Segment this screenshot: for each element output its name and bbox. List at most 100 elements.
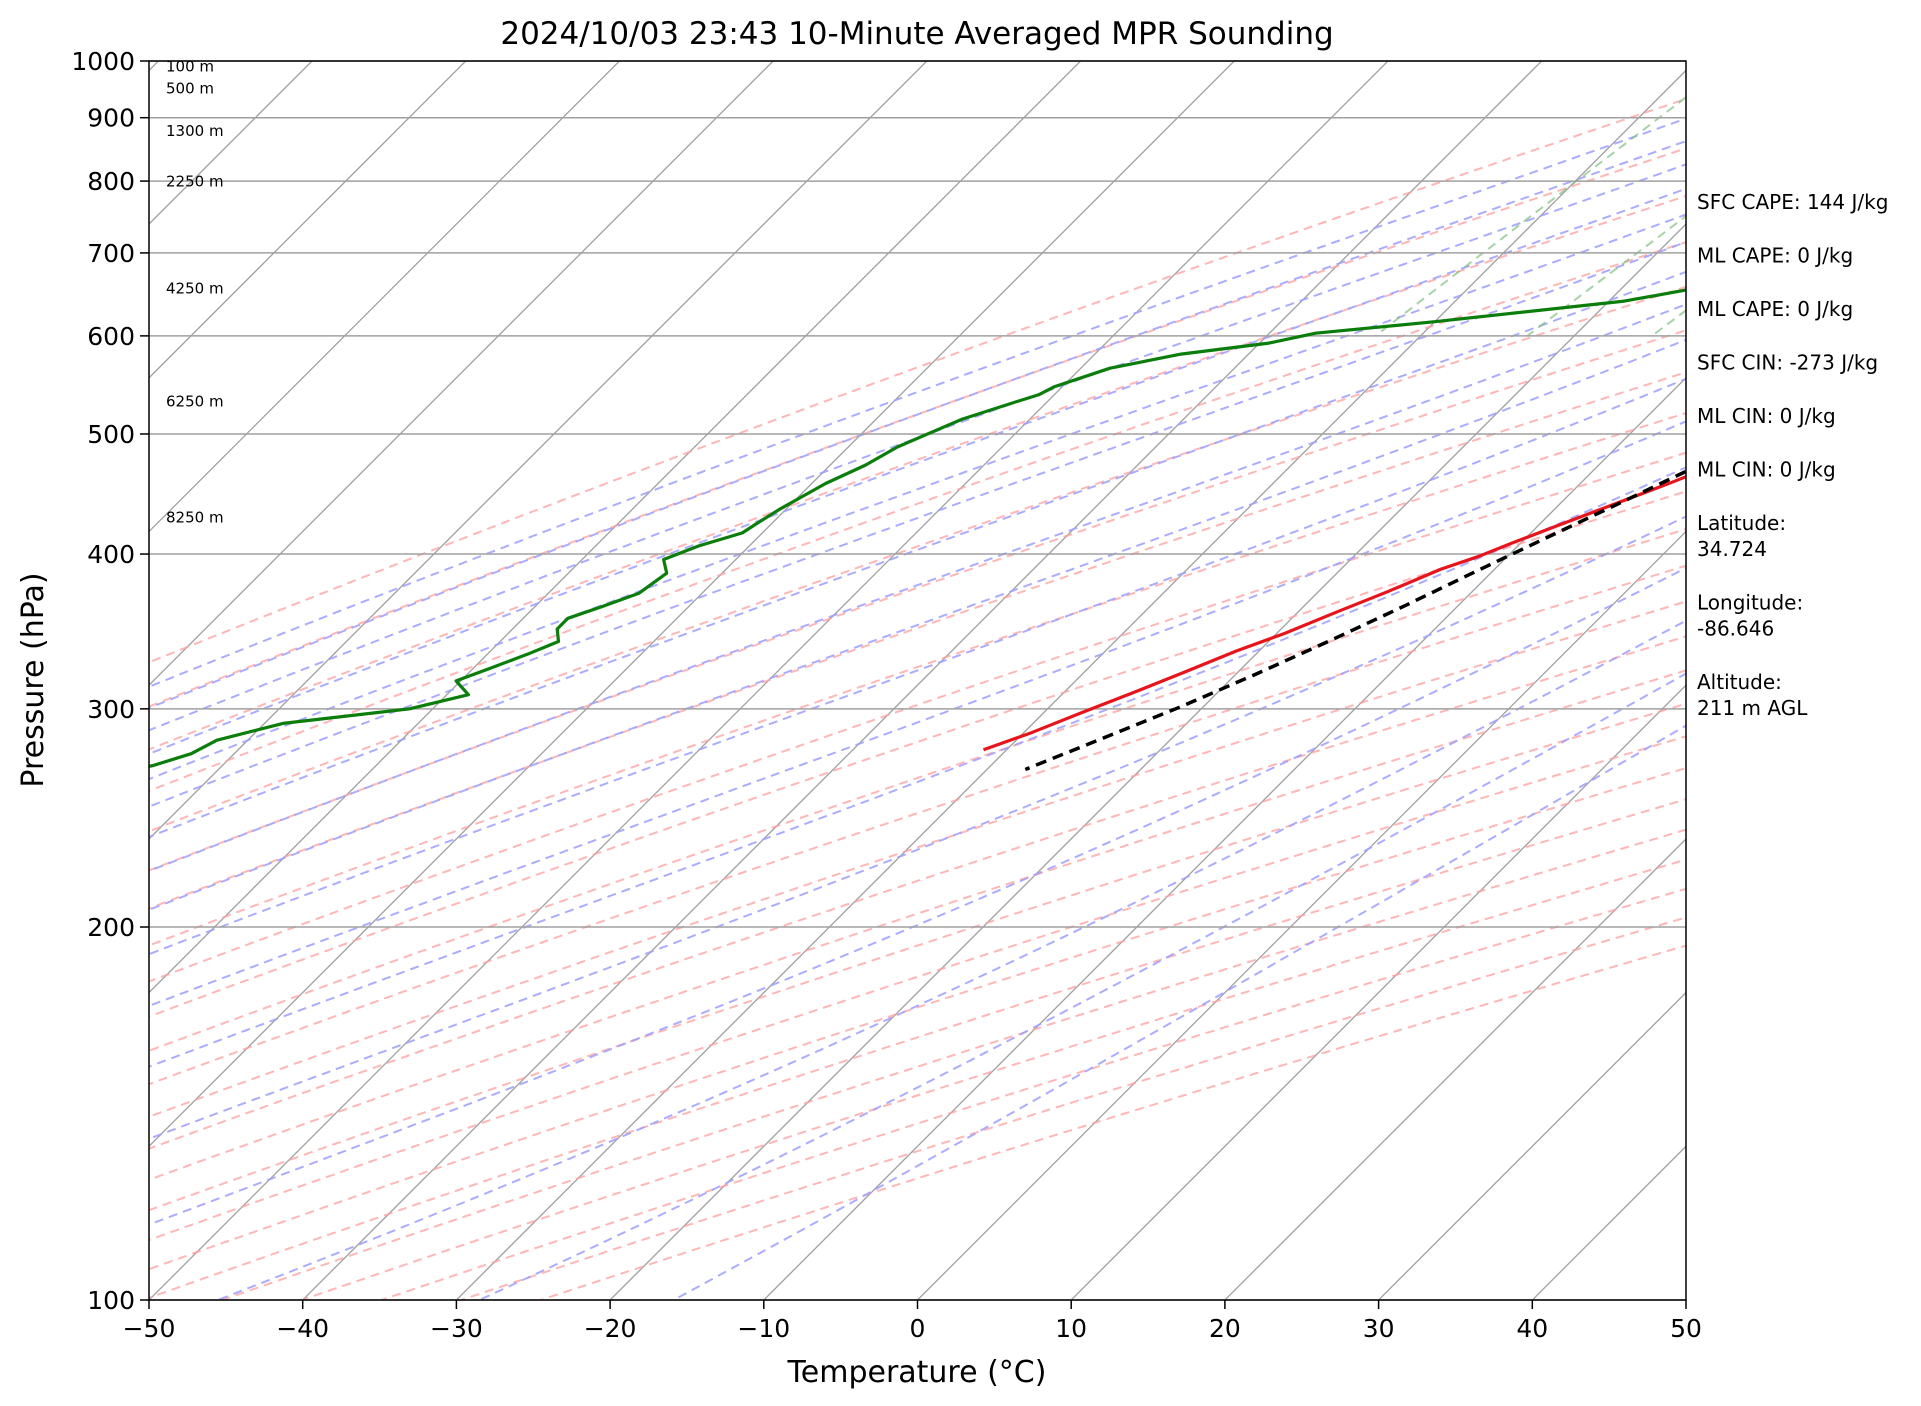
isotherm-line	[916, 530, 1686, 1300]
dry-adiabat-line	[149, 451, 1686, 983]
moist-adiabat-line	[149, 303, 1686, 873]
moist-adiabat-line	[149, 140, 1686, 710]
parcel-line	[1024, 469, 1686, 772]
height-labels: 100 m 500 m 1300 m 2250 m 4250 m 6250 m 8250 m	[166, 58, 224, 527]
y-tick-label: 100	[87, 1286, 135, 1315]
x-tick-label: −10	[737, 1314, 790, 1343]
y-tick-label: 700	[87, 239, 135, 268]
dry-adiabat-line	[149, 527, 1686, 1052]
y-axis-label: Pressure (hPa)	[16, 572, 51, 787]
moist-adiabat-line	[149, 187, 1686, 755]
isotherm-line	[1377, 991, 1686, 1300]
moist-adiabat-line	[149, 270, 1686, 839]
isotherm-line	[301, 61, 1543, 1300]
dry-adiabat-line	[380, 887, 1686, 1300]
y-tick-label: 300	[87, 695, 135, 724]
isotherm-line	[609, 223, 1686, 1300]
y-tick-label: 200	[87, 913, 135, 942]
info-panel-line: ML CAPE: 0 J/kg	[1697, 297, 1853, 321]
info-panel-line: ML CIN: 0 J/kg	[1697, 458, 1836, 482]
dry-adiabat-line	[149, 97, 1686, 664]
height-label: 1300 m	[166, 122, 224, 140]
info-panel-line: 34.724	[1697, 537, 1767, 561]
moist-adiabat-line	[149, 163, 1686, 732]
dry-adiabat-line	[149, 635, 1686, 1150]
isotherm-line	[455, 69, 1686, 1300]
moist-adiabat-line	[149, 420, 1686, 1007]
y-axis-ticks: 1000 900 800 700 600 500 400 300 200 100	[71, 47, 149, 1315]
info-panel-line: Longitude:	[1697, 591, 1803, 615]
dry-adiabat-line	[149, 702, 1686, 1212]
x-tick-label: 30	[1363, 1314, 1395, 1343]
dry-adiabat-line	[540, 944, 1686, 1300]
dry-adiabat-line	[149, 371, 1686, 910]
moist-adiabat-line	[149, 338, 1686, 911]
moist-adiabat-line	[673, 724, 1686, 1300]
pressure-gridlines	[149, 60, 1686, 1301]
moist-adiabat-line	[149, 240, 1686, 808]
chart-title: 2024/10/03 23:43 10-Minute Averaged MPR …	[500, 16, 1333, 52]
dewpoint-line	[149, 288, 1686, 769]
y-tick-label: 1000	[71, 47, 135, 76]
isotherm-line	[149, 61, 928, 840]
moist-adiabat-line	[149, 213, 1686, 781]
dry-adiabat-line	[301, 858, 1686, 1300]
sounding-series	[149, 288, 1686, 772]
dry-adiabat-line	[149, 147, 1686, 708]
x-tick-label: 50	[1670, 1314, 1702, 1343]
dry-adiabat-line	[149, 600, 1686, 1118]
y-tick-label: 900	[87, 104, 135, 133]
moist-adiabat-line	[479, 672, 1686, 1300]
info-panel-line: 211 m AGL	[1697, 696, 1808, 720]
x-tick-label: 0	[910, 1314, 926, 1343]
plot-frame	[148, 60, 1687, 1301]
isotherm-line	[149, 61, 1082, 994]
dry-adiabat-line	[149, 735, 1686, 1242]
info-panel-line: ML CAPE: 0 J/kg	[1697, 244, 1853, 268]
isotherm-line	[1812, 35, 1921, 1328]
info-panel-line: Altitude:	[1697, 670, 1782, 694]
temperature-line	[982, 474, 1686, 752]
moist-adiabat-line	[149, 466, 1686, 1068]
mixing-ratio-line	[1374, 95, 1686, 337]
dry-adiabat-line	[149, 285, 1686, 833]
moist-adiabat-line	[149, 377, 1686, 956]
dry-adiabat-line	[149, 194, 1686, 751]
isotherm-line	[1223, 837, 1686, 1300]
x-axis-label: Temperature (°C)	[787, 1355, 1047, 1390]
isotherm-line	[1070, 684, 1686, 1300]
info-panel-line: -86.646	[1697, 617, 1774, 641]
y-tick-label: 600	[87, 322, 135, 351]
dry-adiabat-line	[149, 669, 1686, 1181]
y-tick-label: 500	[87, 420, 135, 449]
dry-adiabat-line	[149, 329, 1686, 872]
moist-adiabat-line	[149, 515, 1686, 1140]
height-label: 100 m	[166, 58, 214, 76]
height-label: 2250 m	[166, 173, 224, 191]
dry-adiabat-line	[149, 241, 1686, 793]
x-tick-label: 10	[1055, 1314, 1087, 1343]
isotherm-line	[149, 61, 775, 687]
info-panel: SFC CAPE: 144 J/kg ML CAPE: 0 J/kg ML CAPE…	[1697, 190, 1888, 720]
dry-adiabat-line	[149, 564, 1686, 1086]
info-panel-line: Latitude:	[1697, 511, 1786, 535]
dry-adiabat-line	[149, 798, 1686, 1299]
dry-adiabat-line	[149, 412, 1686, 947]
dry-adiabat-line	[460, 916, 1686, 1300]
info-panel-line: SFC CAPE: 144 J/kg	[1697, 190, 1888, 214]
height-label: 4250 m	[166, 280, 224, 298]
height-label: 8250 m	[166, 508, 224, 526]
y-tick-label: 800	[87, 167, 135, 196]
x-tick-label: −20	[584, 1314, 637, 1343]
height-label: 6250 m	[166, 392, 224, 410]
moist-adiabat-line	[149, 566, 1686, 1226]
dry-adiabat-line	[149, 490, 1686, 1018]
x-tick-label: −50	[123, 1314, 176, 1343]
height-label: 500 m	[166, 79, 214, 97]
x-axis-ticks: −50 −40 −30 −20 −10 0 10 20 30 40 50	[123, 1300, 1702, 1343]
mixing-ratio-line	[1526, 214, 1686, 337]
info-panel-line: ML CIN: 0 J/kg	[1697, 404, 1836, 428]
x-tick-label: −40	[276, 1314, 329, 1343]
isotherm-line	[149, 61, 621, 533]
